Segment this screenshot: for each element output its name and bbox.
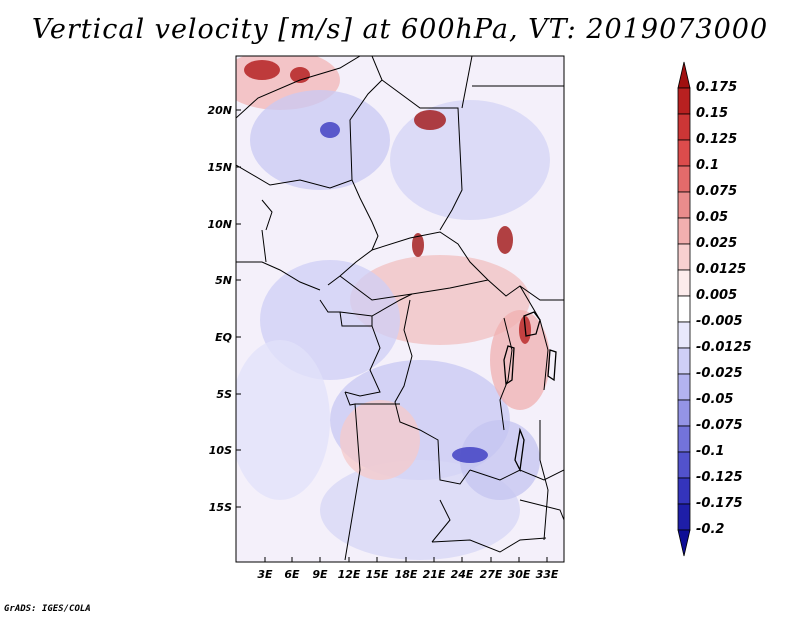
lat-label-15n: 15N	[207, 161, 232, 174]
map-frame	[235, 55, 565, 563]
country-border-17	[519, 285, 549, 391]
field-core-1	[290, 67, 310, 83]
country-border-20	[261, 199, 273, 231]
lon-label-6e: 6E	[284, 568, 300, 581]
field-core-0	[244, 60, 280, 80]
colorbar-label-5: 0.05	[696, 210, 729, 225]
country-border-19	[261, 229, 267, 263]
colorbar-box-10	[677, 321, 691, 349]
colorbar-label-13: -0.075	[696, 418, 743, 433]
colorbar-box-0	[677, 61, 691, 89]
grads-credit: GrADS: IGES/COLA	[4, 604, 91, 614]
colorbar-box-3	[677, 139, 691, 167]
colorbar-box-4	[677, 165, 691, 193]
lake-outline-0	[523, 311, 541, 337]
colorbar-label-11: -0.025	[696, 366, 743, 381]
colorbar-box-11	[677, 347, 691, 375]
lat-label-15s: 15S	[208, 501, 232, 514]
velocity-field	[236, 56, 564, 562]
field-core-2	[414, 110, 446, 130]
country-border-21	[539, 420, 549, 541]
colorbar-box-15	[677, 451, 691, 479]
colorbar-label-16: -0.175	[696, 496, 743, 511]
colorbar-label-14: -0.1	[696, 444, 725, 459]
country-border-9	[319, 299, 373, 327]
lon-label-12e: 12E	[337, 568, 361, 581]
country-border-8	[339, 293, 413, 317]
country-border-11	[394, 299, 471, 485]
colorbar-label-3: 0.1	[696, 158, 720, 173]
lon-label-15e: 15E	[365, 568, 389, 581]
colorbar-box-1	[677, 87, 691, 115]
map-title: Vertical velocity [m/s] at 600hPa, VT: 2…	[31, 14, 769, 45]
colorbar-box-13	[677, 399, 691, 427]
country-border-2	[381, 79, 463, 231]
lat-label-5s: 5S	[216, 388, 232, 401]
field-core-3	[412, 233, 424, 257]
country-border-22	[431, 499, 451, 543]
colorbar-label-10: -0.0125	[696, 340, 752, 355]
colorbar-box-6	[677, 217, 691, 245]
colorbar-box-18	[677, 529, 691, 557]
colorbar-box-9	[677, 295, 691, 323]
colorbar-box-8	[677, 269, 691, 297]
colorbar-box-12	[677, 373, 691, 401]
country-border-1	[349, 56, 383, 181]
country-border-16	[499, 317, 513, 431]
field-core-6	[320, 122, 340, 138]
colorbar-label-4: 0.075	[696, 184, 738, 199]
lat-label-10n: 10N	[207, 218, 232, 231]
colorbar-label-8: 0.005	[696, 288, 738, 303]
lat-label-20n: 20N	[207, 104, 232, 117]
colorbar-box-14	[677, 425, 691, 453]
colorbar-label-0: 0.175	[696, 80, 738, 95]
colorbar-label-6: 0.025	[696, 236, 738, 251]
lon-label-9e: 9E	[312, 568, 328, 581]
country-border-5	[236, 56, 361, 119]
field-core-5	[452, 447, 488, 463]
lon-label-27e: 27E	[479, 568, 503, 581]
country-border-3	[461, 56, 473, 109]
lat-label-5n: 5N	[215, 274, 232, 287]
lon-label-24e: 24E	[450, 568, 474, 581]
country-border-6	[371, 231, 564, 301]
colorbar-label-2: 0.125	[696, 132, 738, 147]
colorbar-label-17: -0.2	[696, 522, 725, 537]
country-border-18	[236, 261, 321, 291]
lon-label-21e: 21E	[422, 568, 446, 581]
country-border-13	[344, 391, 361, 561]
field-downdraft-layer	[236, 56, 564, 562]
colorbar-box-5	[677, 191, 691, 219]
colorbar-label-15: -0.125	[696, 470, 743, 485]
colorbar-label-12: -0.05	[696, 392, 734, 407]
country-border-10	[344, 325, 381, 397]
field-core-4	[497, 226, 513, 254]
lon-label-3e: 3E	[257, 568, 273, 581]
colorbar-label-1: 0.15	[696, 106, 729, 121]
lat-label-10s: 10S	[208, 444, 232, 457]
country-border-23	[519, 499, 564, 521]
colorbar-box-2	[677, 113, 691, 141]
lon-label-30e: 30E	[507, 568, 531, 581]
lon-label-18e: 18E	[394, 568, 418, 581]
lat-label-eq: EQ	[215, 331, 232, 344]
colorbar-box-16	[677, 477, 691, 505]
lon-label-33e: 33E	[535, 568, 559, 581]
lake-outline-3	[547, 349, 557, 382]
country-border-0	[236, 164, 379, 286]
lake-outline-2	[514, 427, 525, 473]
colorbar-box-7	[677, 243, 691, 271]
colorbar-label-7: 0.0125	[696, 262, 747, 277]
colorbar-box-17	[677, 503, 691, 531]
country-border-15	[431, 537, 547, 553]
lake-outline-1	[503, 345, 515, 386]
colorbar-label-9: -0.005	[696, 314, 743, 329]
